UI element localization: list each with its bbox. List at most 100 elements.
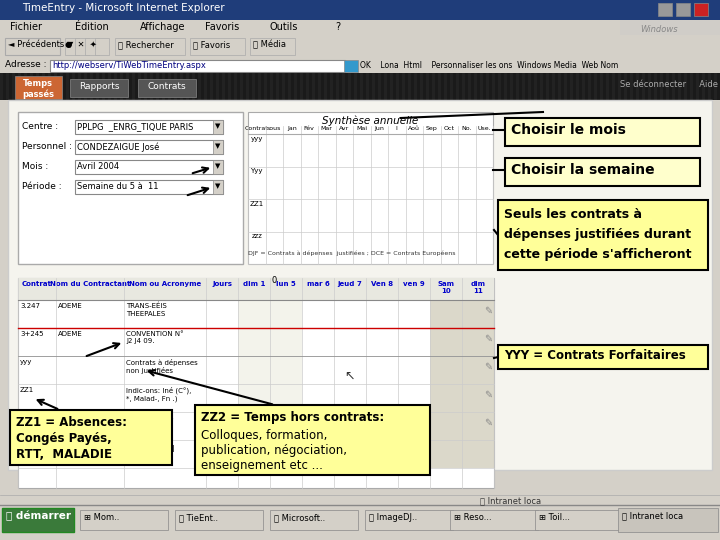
Text: TimeEntry - Microsoft Internet Explorer: TimeEntry - Microsoft Internet Explorer bbox=[22, 3, 225, 13]
FancyBboxPatch shape bbox=[126, 73, 129, 100]
FancyBboxPatch shape bbox=[174, 73, 177, 100]
Text: ///: /// bbox=[20, 415, 27, 421]
FancyBboxPatch shape bbox=[504, 73, 507, 100]
FancyBboxPatch shape bbox=[505, 158, 700, 186]
Text: http://webserv/TiWebTimeEntry.aspx: http://webserv/TiWebTimeEntry.aspx bbox=[52, 61, 206, 70]
FancyBboxPatch shape bbox=[624, 73, 627, 100]
FancyBboxPatch shape bbox=[600, 73, 603, 100]
Text: Période :: Période : bbox=[22, 182, 62, 191]
Text: Se déconnecter     Aide: Se déconnecter Aide bbox=[620, 80, 718, 89]
Text: ✎: ✎ bbox=[484, 390, 492, 400]
FancyBboxPatch shape bbox=[678, 73, 681, 100]
Text: publication, négociation,: publication, négociation, bbox=[201, 444, 347, 457]
Text: sous: sous bbox=[267, 126, 282, 131]
FancyBboxPatch shape bbox=[258, 73, 261, 100]
FancyBboxPatch shape bbox=[300, 73, 303, 100]
Text: 🪟 démarrer: 🪟 démarrer bbox=[6, 511, 71, 521]
FancyBboxPatch shape bbox=[198, 73, 201, 100]
FancyBboxPatch shape bbox=[213, 140, 223, 154]
FancyBboxPatch shape bbox=[270, 73, 273, 100]
FancyBboxPatch shape bbox=[330, 73, 333, 100]
Text: 🎵 Média: 🎵 Média bbox=[253, 40, 286, 49]
FancyBboxPatch shape bbox=[396, 73, 399, 100]
Text: Fév: Fév bbox=[304, 126, 315, 131]
FancyBboxPatch shape bbox=[618, 508, 718, 532]
Text: Contrat: Contrat bbox=[22, 281, 52, 287]
FancyBboxPatch shape bbox=[2, 508, 74, 532]
FancyBboxPatch shape bbox=[456, 73, 459, 100]
Text: Jan: Jan bbox=[287, 126, 297, 131]
FancyBboxPatch shape bbox=[390, 73, 393, 100]
FancyBboxPatch shape bbox=[0, 73, 3, 100]
Text: Yyy: Yyy bbox=[251, 168, 263, 174]
Text: ✎: ✎ bbox=[484, 334, 492, 344]
FancyBboxPatch shape bbox=[95, 38, 109, 55]
Text: Seuls les contrats à: Seuls les contrats à bbox=[504, 208, 642, 221]
FancyBboxPatch shape bbox=[365, 510, 453, 530]
FancyBboxPatch shape bbox=[10, 410, 172, 465]
Text: Temps
passés: Temps passés bbox=[22, 79, 54, 99]
FancyBboxPatch shape bbox=[75, 120, 223, 134]
Text: Outils: Outils bbox=[270, 22, 298, 32]
FancyBboxPatch shape bbox=[492, 73, 495, 100]
Text: Oct: Oct bbox=[444, 126, 455, 131]
Text: ✎: ✎ bbox=[484, 418, 492, 428]
FancyBboxPatch shape bbox=[50, 60, 345, 72]
FancyBboxPatch shape bbox=[108, 73, 111, 100]
Text: 0: 0 bbox=[220, 445, 225, 454]
Text: ZZ2 = Temps hors contrats:: ZZ2 = Temps hors contrats: bbox=[201, 411, 384, 424]
FancyBboxPatch shape bbox=[5, 38, 60, 55]
FancyBboxPatch shape bbox=[498, 73, 501, 100]
FancyBboxPatch shape bbox=[114, 73, 117, 100]
FancyBboxPatch shape bbox=[360, 73, 363, 100]
Text: Synthèse annuelle: Synthèse annuelle bbox=[323, 115, 418, 125]
Text: dim 1: dim 1 bbox=[243, 281, 265, 287]
FancyBboxPatch shape bbox=[576, 73, 579, 100]
Text: Favoris: Favoris bbox=[205, 22, 239, 32]
FancyBboxPatch shape bbox=[535, 510, 623, 530]
FancyBboxPatch shape bbox=[342, 73, 345, 100]
FancyBboxPatch shape bbox=[672, 73, 675, 100]
FancyBboxPatch shape bbox=[252, 73, 255, 100]
FancyBboxPatch shape bbox=[462, 73, 465, 100]
Text: ven 9: ven 9 bbox=[403, 281, 425, 287]
FancyBboxPatch shape bbox=[522, 73, 525, 100]
Text: 3.247: 3.247 bbox=[20, 303, 40, 309]
FancyBboxPatch shape bbox=[60, 73, 63, 100]
FancyBboxPatch shape bbox=[618, 73, 621, 100]
FancyBboxPatch shape bbox=[90, 73, 93, 100]
FancyBboxPatch shape bbox=[630, 73, 633, 100]
FancyBboxPatch shape bbox=[250, 38, 295, 55]
Text: Indic-ons: Iné (C°),
*, Malad-, Fn .): Indic-ons: Iné (C°), *, Malad-, Fn .) bbox=[126, 387, 192, 402]
FancyBboxPatch shape bbox=[468, 73, 471, 100]
Text: Rapports: Rapports bbox=[78, 82, 120, 91]
FancyBboxPatch shape bbox=[402, 73, 405, 100]
FancyBboxPatch shape bbox=[498, 345, 708, 369]
Text: ADEME: ADEME bbox=[58, 303, 83, 309]
Text: Sam
10: Sam 10 bbox=[438, 281, 454, 294]
FancyBboxPatch shape bbox=[6, 73, 9, 100]
FancyBboxPatch shape bbox=[348, 73, 351, 100]
Text: Total: Total bbox=[126, 443, 143, 449]
FancyBboxPatch shape bbox=[660, 73, 663, 100]
Text: 0: 0 bbox=[271, 276, 277, 285]
FancyBboxPatch shape bbox=[564, 73, 567, 100]
FancyBboxPatch shape bbox=[156, 73, 159, 100]
Text: Jours: Jours bbox=[212, 281, 232, 287]
Text: 📃 TieEnt..: 📃 TieEnt.. bbox=[179, 513, 218, 522]
FancyBboxPatch shape bbox=[150, 73, 153, 100]
Text: I: I bbox=[396, 126, 397, 131]
FancyBboxPatch shape bbox=[18, 278, 494, 300]
Text: ▼: ▼ bbox=[215, 143, 221, 149]
FancyBboxPatch shape bbox=[65, 38, 79, 55]
Text: enseignement etc ...: enseignement etc ... bbox=[201, 459, 323, 472]
Text: ADEME: ADEME bbox=[58, 331, 83, 337]
Text: Adresse :: Adresse : bbox=[5, 60, 47, 69]
Text: PPLPG  _ENRG_TIQUE PARIS: PPLPG _ENRG_TIQUE PARIS bbox=[77, 122, 194, 131]
Text: 🔍 Rechercher: 🔍 Rechercher bbox=[118, 40, 174, 49]
Text: ⭐ Favoris: ⭐ Favoris bbox=[193, 40, 230, 49]
Text: RTT,  MALADIE: RTT, MALADIE bbox=[16, 448, 112, 461]
Text: ⊞ Toil...: ⊞ Toil... bbox=[539, 513, 570, 522]
FancyBboxPatch shape bbox=[438, 73, 441, 100]
FancyBboxPatch shape bbox=[175, 510, 263, 530]
